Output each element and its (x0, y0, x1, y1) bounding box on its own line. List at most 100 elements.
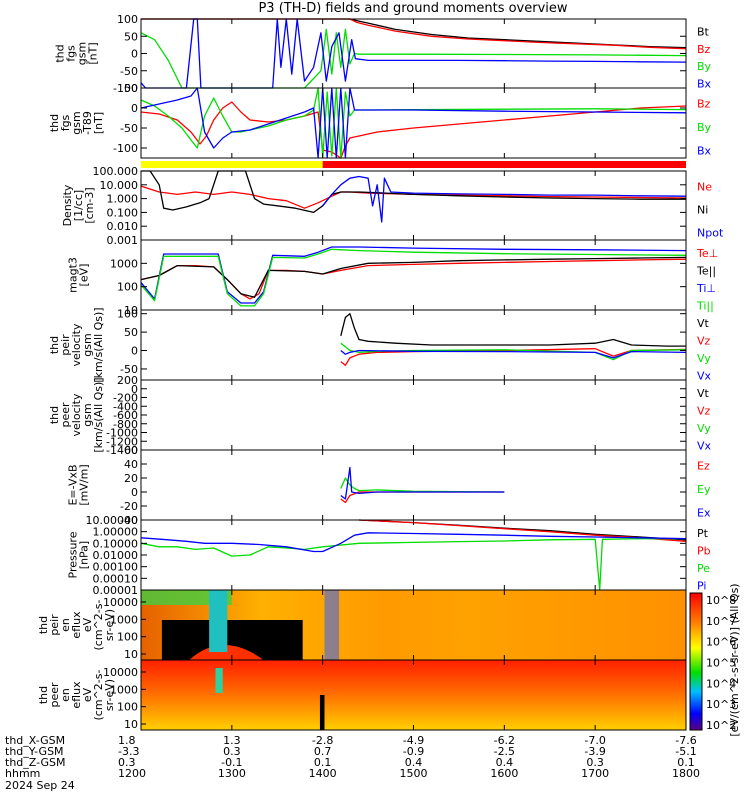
series-ion_velocity-Vt (340, 313, 686, 347)
series-efield-Ez (340, 491, 505, 504)
series-efield-Ex (340, 466, 505, 500)
legend-Bt: Bt (697, 26, 710, 39)
ephemeris-value: -5.1 (675, 745, 696, 758)
colorbar-label: [eV/(cm^2-s-sr-eV)] (All Qs) (728, 583, 741, 736)
series-ion_velocity-Vy (340, 342, 687, 361)
ytick-label: 10000 (103, 666, 138, 679)
panel-frame-efield (140, 449, 687, 521)
series-pressure-Pi (140, 532, 687, 553)
ylabel-line: [km/s(All Qs)] (92, 307, 105, 382)
ylabel-line: (cm^2-s- (92, 670, 105, 721)
ephemeris-value: 1300 (218, 767, 246, 780)
colorbar-tick: 10^3 (706, 698, 736, 711)
ytick-label: 0.01000 (93, 549, 139, 562)
ylabel-line: peer (59, 402, 72, 428)
ephemeris-value: -3.9 (584, 745, 605, 758)
region-segment-0 (141, 161, 323, 168)
ylabel-line: thd (37, 616, 50, 634)
ylabel-line: E=-VxB (67, 464, 80, 505)
legend-Ne: Ne (697, 181, 712, 194)
ytick-label: 10.000 (100, 179, 139, 192)
ylabel-line: thd (48, 114, 61, 132)
ylabel-line: -T89 (81, 111, 94, 135)
ytick-label: -100 (113, 82, 138, 95)
legend-Vx: Vx (697, 369, 712, 382)
ylabel-line: fgs (65, 45, 78, 62)
ylabel-line: [nPa] (78, 541, 91, 569)
ephemeris-value: 0.1 (677, 756, 695, 769)
ylabel-line: [km/s(All Qs)] (92, 377, 105, 452)
legend-Bz: Bz (697, 98, 711, 111)
series-fgs_gsm_fac-By (140, 87, 687, 159)
ylabel-line: Density (61, 184, 74, 226)
colorbar-tick: 10^6 (706, 636, 736, 649)
ephemeris-row-label: thd_X-GSM (5, 734, 65, 747)
ytick-label: 1000 (110, 613, 138, 626)
series-fgs_gsm-Bx (140, 18, 687, 89)
ylabel-line: sr-eV) (103, 679, 116, 711)
ylabel-line: gsm (76, 42, 89, 65)
ylabel-line: gsm (81, 403, 94, 426)
ytick-label: 0.10000 (93, 537, 139, 550)
colorbar (689, 592, 703, 731)
colorbar-tick: 10^2 (706, 719, 736, 732)
ylabel-line: velocity (70, 393, 83, 436)
series-fgs_gsm_fac-Bz (140, 101, 687, 159)
panel-frame-pressure (140, 519, 687, 591)
ylabel-line: [nT] (92, 112, 105, 134)
ytick-label: 10.00000 (86, 514, 139, 527)
legend-Vy: Vy (697, 422, 711, 435)
ylabel-line: [1/cc] (72, 190, 85, 221)
ytick-label: 0.00001 (93, 584, 139, 597)
ytick-label: -600 (113, 409, 138, 422)
legend-Vz: Vz (697, 334, 711, 347)
ylabel-line: thd (48, 406, 61, 424)
ytick-label: -50 (120, 65, 138, 78)
ephemeris-value: -7.6 (675, 734, 696, 747)
ytick-label: -100 (113, 142, 138, 155)
ytick-label: 0 (131, 486, 138, 499)
ephemeris-value: 1600 (490, 767, 518, 780)
ylabel-line: velocity (70, 323, 83, 366)
ytick-label: 1000 (110, 257, 138, 270)
series-temperature-Te|| (140, 256, 687, 298)
series-fgs_gsm-By (140, 28, 687, 89)
ytick-label: -50 (120, 122, 138, 135)
ylabel-line: peir (59, 334, 72, 356)
ylabel-line: en (59, 688, 72, 702)
ytick-label: 0 (131, 48, 138, 61)
ytick-label: 0.010 (107, 220, 139, 233)
ytick-label: 50 (124, 82, 138, 95)
series-density-Npot (322, 175, 687, 223)
ylabel-line: thd (48, 336, 61, 354)
ytick-label: 100 (117, 308, 138, 321)
ylabel-line: (cm^2-s- (92, 600, 105, 651)
ylabel-line: thd (37, 686, 50, 704)
region-segment-1 (322, 161, 686, 168)
ephemeris-value: 0.1 (314, 756, 332, 769)
ytick-label: 100 (117, 631, 138, 644)
legend-Ey: Ey (697, 483, 711, 496)
colorbar-tick: 10^5 (706, 657, 736, 670)
series-fgs_gsm-Bz (141, 18, 687, 50)
series-efield-Ey (340, 477, 505, 493)
legend-Ex: Ex (697, 506, 711, 519)
legend-Vt: Vt (697, 317, 710, 330)
panel-frame-fgs_gsm (140, 18, 687, 89)
ylabel-line: gsm (81, 333, 94, 356)
colorbar-tick: 10^7 (706, 615, 736, 628)
ylabel-line: [cm-3] (83, 187, 96, 223)
ephemeris-value: 1200 (118, 767, 146, 780)
panel-frame-density (140, 170, 687, 241)
ytick-label: 10 (124, 718, 138, 731)
legend-Pb: Pb (697, 544, 711, 557)
ytick-label: 10000 (103, 596, 138, 609)
ylabel-line: [nT] (87, 42, 100, 64)
ephemeris-value: 1700 (581, 767, 609, 780)
ytick-label: 60 (124, 444, 138, 457)
ephemeris-row-label: thd_Y-GSM (5, 745, 64, 758)
series-temperature-Te⊥ (140, 258, 687, 300)
ephemeris-value: -4.9 (403, 734, 424, 747)
ytick-label: -400 (113, 400, 138, 413)
